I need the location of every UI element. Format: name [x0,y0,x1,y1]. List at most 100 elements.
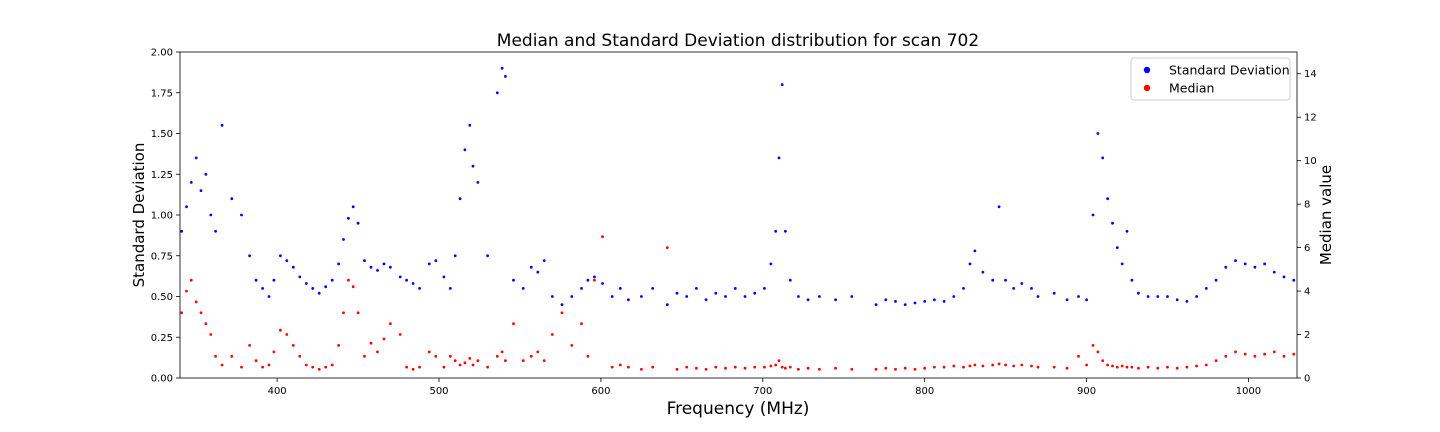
std-dev-point [1036,295,1040,298]
std-dev-point [1263,262,1266,266]
std-dev-point [536,270,540,274]
std-dev-point [1166,295,1169,298]
median-point [1085,363,1088,367]
std-dev-point [1052,291,1056,295]
median-point [1120,364,1124,368]
x-tick-label: 500 [429,386,448,397]
std-dev-point [1282,275,1286,279]
std-dev-point [724,295,727,298]
std-dev-point [458,197,462,201]
median-point [1292,352,1296,356]
std-dev-point [272,278,276,282]
std-dev-point [427,262,431,266]
std-dev-point [1130,278,1134,282]
std-dev-point [220,123,224,127]
median-point [675,367,679,371]
median-point [254,359,258,362]
median-point [536,350,540,354]
std-dev-point [1004,278,1007,282]
median-point [1263,352,1266,356]
legend-marker [1143,84,1151,92]
median-point [304,363,308,367]
std-dev-point [248,254,252,258]
median-point [1195,364,1198,368]
median-point [952,364,956,368]
median-point [463,361,467,365]
std-dev-point [317,291,321,295]
std-dev-point [254,278,258,282]
std-dev-point [968,262,972,266]
median-point [1030,364,1033,368]
std-dev-point [298,275,302,279]
std-dev-point [311,287,315,290]
std-dev-point [1111,221,1114,225]
std-dev-point [1077,295,1080,298]
median-point [933,365,936,369]
median-point [240,365,243,369]
std-dev-point [618,287,622,290]
std-dev-point [342,238,345,241]
median-point [398,333,402,336]
std-dev-point [777,156,781,160]
std-dev-point [411,282,415,285]
y-axis-label-left: Standard Deviation [130,143,148,288]
median-point [640,367,643,371]
median-point [570,344,574,347]
std-dev-point [261,287,264,290]
std-dev-point [1253,265,1257,269]
median-point [550,333,554,336]
std-dev-point [593,275,596,279]
median-point [724,366,727,370]
median-point [261,365,264,369]
std-dev-point [903,303,907,306]
std-dev-point [500,66,504,70]
median-point [311,365,315,369]
std-dev-point [763,287,766,290]
std-dev-point [1224,265,1228,269]
median-point [1091,344,1095,347]
std-dev-point [389,265,392,269]
median-point [1101,359,1105,362]
y-right-tick-label: 6 [1304,243,1310,254]
median-point [199,311,203,315]
std-dev-point [369,265,373,269]
median-point [347,278,350,282]
median-point [874,367,878,371]
std-dev-point [834,298,837,302]
median-point [471,363,475,367]
median-point [317,367,321,371]
median-point [448,354,452,358]
std-dev-point [285,259,289,262]
median-point [806,366,810,370]
std-dev-point [774,229,778,233]
std-dev-point [753,291,757,295]
median-point [774,363,778,367]
x-tick-label: 600 [591,386,610,397]
std-dev-point [1146,295,1150,298]
median-point [580,322,583,326]
median-point [997,362,1001,366]
median-point [529,354,533,358]
median-series [180,235,1296,371]
std-dev-point [418,287,421,290]
std-dev-point [806,298,810,302]
std-dev-point [973,249,977,253]
std-dev-point [1115,246,1119,250]
x-tick-label: 800 [915,386,934,397]
std-dev-point [1204,287,1208,290]
median-point [267,363,271,367]
median-point [685,365,689,369]
std-dev-point [675,291,679,295]
median-point [981,364,985,368]
median-point [521,359,525,362]
median-point [601,235,604,239]
y-left-tick-label: 0.75 [151,251,173,262]
std-dev-point [640,295,643,298]
std-dev-point [665,303,669,306]
std-dev-point [214,229,218,233]
y-right-tick-label: 8 [1304,200,1310,211]
median-point [1175,366,1179,370]
y-right-tick-label: 10 [1304,156,1317,167]
median-point [714,365,718,369]
